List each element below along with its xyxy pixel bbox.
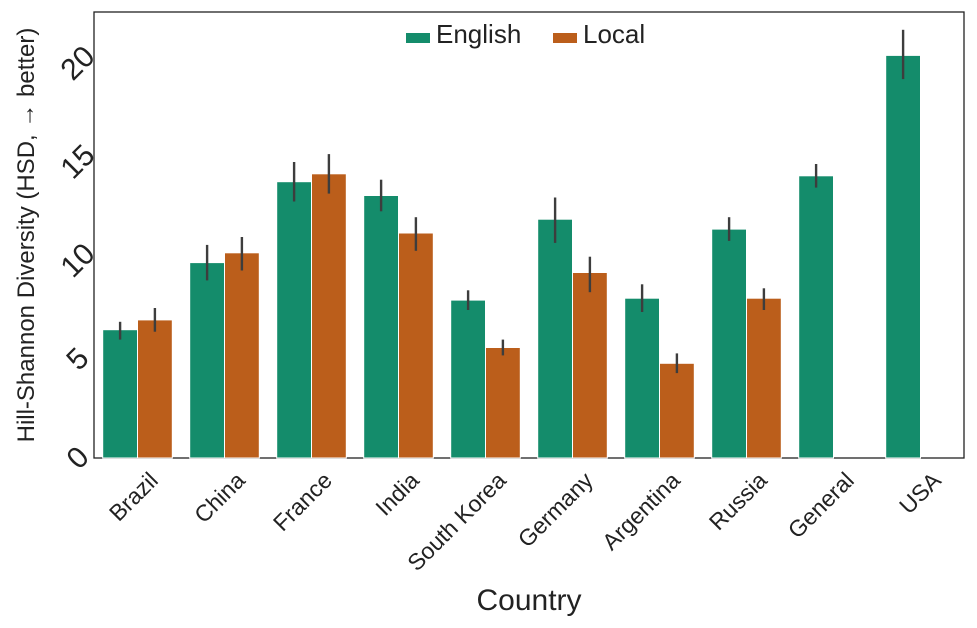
x-tick-label-general: General — [783, 467, 859, 543]
legend-label-local: Local — [583, 19, 645, 49]
bars-layer — [102, 54, 922, 459]
bar-local-india — [398, 232, 434, 459]
x-tick-label-china: China — [189, 467, 250, 528]
plot-frame — [93, 11, 965, 459]
bar-english-china — [189, 262, 225, 459]
legend-label-english: English — [436, 19, 521, 49]
x-tick-label-brazil: Brazil — [104, 467, 163, 526]
bar-english-usa — [885, 54, 922, 459]
x-axis-title: Country — [476, 584, 581, 617]
x-tick-label-india: India — [370, 467, 424, 521]
bar-english-russia — [711, 228, 748, 459]
x-tick-label-usa: USA — [894, 467, 946, 519]
x-tick-label-france: France — [268, 467, 337, 536]
bar-local-russia — [746, 297, 782, 459]
y-tick-label-0: 0 — [60, 440, 95, 475]
y-axis-title: Hill-Shannon Diversity (HSD, → better) — [13, 28, 40, 443]
bar-english-south-korea — [450, 299, 487, 459]
bar-english-germany — [537, 218, 574, 459]
bar-local-france — [311, 173, 347, 459]
bar-english-general — [798, 175, 835, 459]
bar-english-brazil — [102, 329, 138, 459]
bar-local-argentina — [659, 362, 695, 459]
x-tick-label-argentina: Argentina — [597, 467, 685, 555]
bar-english-france — [276, 181, 313, 459]
legend-swatch-local — [553, 33, 577, 43]
bar-english-india — [363, 195, 400, 459]
x-tick-label-germany: Germany — [513, 467, 599, 553]
bar-local-south-korea — [485, 347, 521, 459]
bar-local-germany — [572, 272, 608, 459]
bar-local-china — [224, 252, 260, 459]
error-bars-layer — [118, 29, 905, 374]
bar-english-argentina — [624, 297, 661, 459]
y-tick-label-5: 5 — [60, 342, 95, 377]
legend-swatch-english — [406, 33, 430, 43]
x-tick-label-russia: Russia — [704, 467, 772, 535]
legend: English Local — [406, 19, 645, 49]
bar-local-brazil — [137, 319, 173, 459]
